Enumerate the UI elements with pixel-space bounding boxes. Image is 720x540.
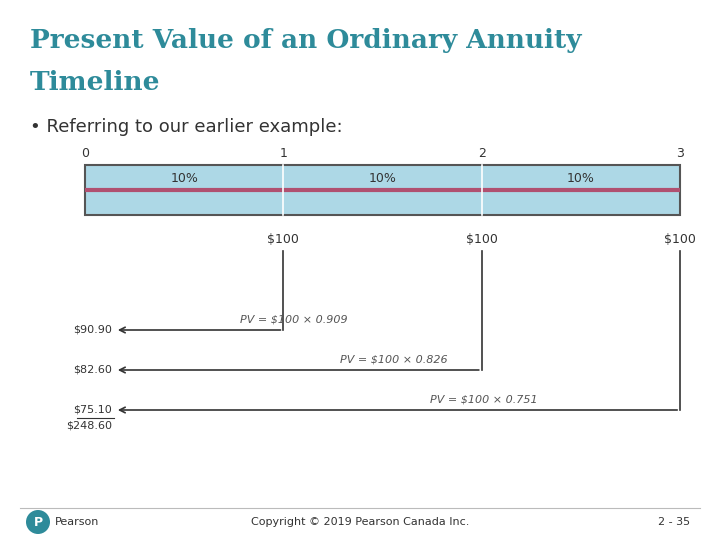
- Text: PV = $100 × 0.751: PV = $100 × 0.751: [430, 394, 538, 404]
- Text: 2 - 35: 2 - 35: [658, 517, 690, 527]
- Text: $90.90: $90.90: [73, 325, 112, 335]
- Text: Copyright © 2019 Pearson Canada Inc.: Copyright © 2019 Pearson Canada Inc.: [251, 517, 469, 527]
- Text: 1: 1: [279, 147, 287, 160]
- Text: 2: 2: [478, 147, 485, 160]
- Text: Pearson: Pearson: [55, 517, 99, 527]
- Circle shape: [26, 510, 50, 534]
- Text: 10%: 10%: [567, 172, 595, 186]
- Text: • Referring to our earlier example:: • Referring to our earlier example:: [30, 118, 343, 136]
- Text: $100: $100: [664, 233, 696, 246]
- Text: P: P: [33, 516, 42, 529]
- Text: $248.60: $248.60: [66, 421, 112, 431]
- Text: $100: $100: [466, 233, 498, 246]
- Text: Timeline: Timeline: [30, 70, 161, 95]
- Text: Present Value of an Ordinary Annuity: Present Value of an Ordinary Annuity: [30, 28, 582, 53]
- Text: 0: 0: [81, 147, 89, 160]
- Text: 10%: 10%: [369, 172, 397, 186]
- Text: PV = $100 × 0.909: PV = $100 × 0.909: [240, 314, 348, 324]
- Text: 3: 3: [676, 147, 684, 160]
- Text: PV = $100 × 0.826: PV = $100 × 0.826: [340, 354, 448, 364]
- Text: $82.60: $82.60: [73, 365, 112, 375]
- Text: $100: $100: [267, 233, 300, 246]
- Text: 10%: 10%: [170, 172, 198, 186]
- Bar: [85, 165, 680, 215]
- Text: $75.10: $75.10: [73, 405, 112, 415]
